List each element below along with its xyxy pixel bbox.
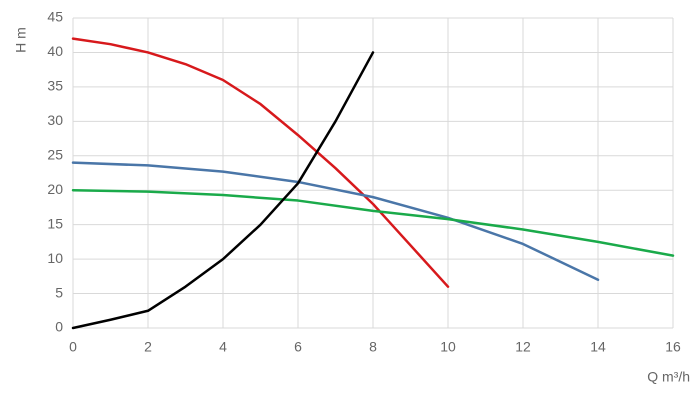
y-tick-label: 20 — [47, 181, 63, 197]
y-tick-label: 15 — [47, 215, 63, 231]
x-tick-label: 6 — [294, 339, 302, 355]
y-axis-label: H m — [13, 27, 29, 53]
y-tick-label: 25 — [47, 146, 63, 162]
curve — [71, 51, 375, 330]
y-tick-label: 5 — [55, 284, 63, 300]
y-tick-label: 35 — [47, 78, 63, 94]
x-tick-label: 8 — [369, 339, 377, 355]
x-tick-label: 14 — [590, 339, 606, 355]
y-tick-label: 10 — [47, 250, 63, 266]
x-tick-label: 10 — [440, 339, 456, 355]
x-tick-label: 16 — [665, 339, 681, 355]
y-tick-label: 30 — [47, 112, 63, 128]
y-tick-label: 40 — [47, 43, 63, 59]
curve — [71, 161, 600, 282]
x-tick-label: 4 — [219, 339, 227, 355]
y-tick-label: 0 — [55, 319, 63, 335]
x-tick-label: 2 — [144, 339, 152, 355]
curve — [71, 37, 450, 288]
x-tick-label: 12 — [515, 339, 531, 355]
x-tick-label: 0 — [69, 339, 77, 355]
curve — [71, 188, 675, 257]
y-tick-label: 45 — [47, 9, 63, 25]
x-axis-label: Q m³/h — [647, 369, 690, 385]
